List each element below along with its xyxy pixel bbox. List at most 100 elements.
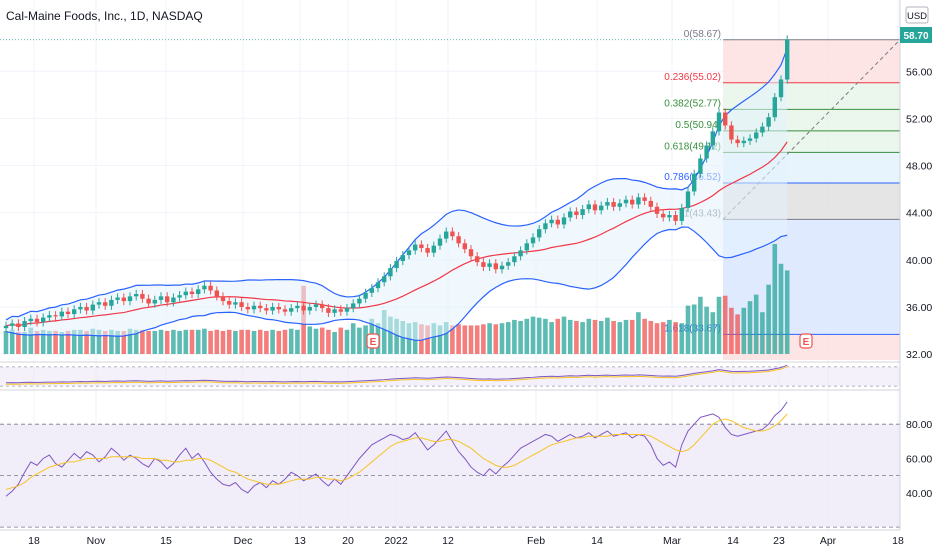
volume-bar xyxy=(518,321,523,354)
candle-body xyxy=(630,199,635,205)
candle-body xyxy=(109,299,114,306)
volume-bar xyxy=(394,318,399,354)
time-tick-label: 2022 xyxy=(384,535,408,547)
price-tick-label: 48.00 xyxy=(906,161,932,173)
volume-bar xyxy=(307,326,313,354)
time-tick-label: Dec xyxy=(234,535,253,547)
volume-bar xyxy=(549,322,554,354)
volume-bar xyxy=(425,325,430,354)
time-tick-label: 15 xyxy=(160,535,172,547)
volume-bar xyxy=(735,314,740,354)
candle-body xyxy=(326,308,331,313)
candle-body xyxy=(778,79,784,98)
volume-bar xyxy=(431,323,437,354)
candle-body xyxy=(121,297,126,302)
price-tick-label: 56.00 xyxy=(906,66,932,78)
time-tick-label: 13 xyxy=(294,535,306,547)
volume-bar xyxy=(660,322,666,354)
candle-body xyxy=(760,126,765,133)
candle-body xyxy=(3,325,9,329)
volume-bar xyxy=(685,305,691,354)
time-tick-label: 23 xyxy=(773,535,785,547)
volume-bar xyxy=(53,330,58,354)
candle-body xyxy=(437,238,443,246)
candle-body xyxy=(189,291,195,294)
price-tick-label: 52.00 xyxy=(906,113,932,125)
candle-body xyxy=(10,323,15,326)
candle-body xyxy=(450,231,455,237)
candle-body xyxy=(735,139,740,144)
volume-bar xyxy=(171,329,176,354)
candle-body xyxy=(524,243,529,251)
candle-body xyxy=(183,291,188,296)
volume-bar xyxy=(784,270,790,354)
time-tick-label: 14 xyxy=(591,535,603,547)
volume-bar xyxy=(90,328,96,354)
volume-bar xyxy=(239,329,244,354)
candle-body xyxy=(208,285,213,291)
volume-bar xyxy=(580,322,585,354)
volume-bar xyxy=(704,306,709,354)
volume-bar xyxy=(388,316,393,354)
candle-body xyxy=(65,311,71,315)
volume-bar xyxy=(710,312,716,354)
volume-bar xyxy=(288,328,294,354)
volume-bar xyxy=(598,321,604,354)
candle-body xyxy=(214,290,219,297)
volume-bar xyxy=(78,329,83,354)
stochastic-rsi-pane xyxy=(0,361,900,528)
candle-body xyxy=(555,219,560,225)
volume-bar xyxy=(22,332,27,354)
candle-body xyxy=(419,244,424,249)
candle-body xyxy=(468,249,474,257)
candle-body xyxy=(506,262,511,266)
candle-body xyxy=(177,295,182,298)
volume-bar xyxy=(326,329,331,354)
time-tick-label: 18 xyxy=(892,535,904,547)
candle-body xyxy=(685,191,691,208)
volume-bar xyxy=(152,330,158,354)
volume-bar xyxy=(189,329,195,354)
candle-body xyxy=(772,97,777,118)
candle-body xyxy=(561,217,567,225)
candle-body xyxy=(16,323,21,327)
candle-body xyxy=(667,215,672,218)
candle-body xyxy=(592,204,598,211)
candle-body xyxy=(388,268,393,277)
volume-bar xyxy=(530,316,536,354)
time-tick-label: Nov xyxy=(87,535,106,547)
volume-bar xyxy=(462,325,468,354)
volume-bar xyxy=(40,329,46,354)
volume-bar xyxy=(319,327,325,354)
volume-bar xyxy=(344,329,350,354)
volume-bar xyxy=(381,310,387,354)
candle-body xyxy=(599,205,604,211)
candle-body xyxy=(53,315,58,317)
candle-body xyxy=(382,276,387,283)
volume-bar xyxy=(592,319,598,354)
candle-body xyxy=(568,211,573,218)
candle-body xyxy=(320,304,325,309)
volume-bar xyxy=(177,330,182,354)
candle-body xyxy=(518,250,523,257)
candle-body xyxy=(47,315,52,318)
candle-body xyxy=(90,304,95,311)
candle-body xyxy=(462,243,467,250)
volume-bar xyxy=(158,329,164,354)
volume-bar xyxy=(357,327,362,354)
price-tick-label: 32.00 xyxy=(906,349,932,361)
volume-bar xyxy=(437,325,443,354)
candle-body xyxy=(400,255,405,261)
candle-body xyxy=(245,306,250,310)
volume-bar xyxy=(512,319,517,354)
candle-body xyxy=(276,306,281,310)
volume-bar xyxy=(691,304,697,354)
candle-body xyxy=(301,305,306,311)
candle-body xyxy=(307,306,312,311)
volume-bar xyxy=(753,294,759,354)
time-tick-label: Feb xyxy=(527,535,545,547)
osc-tick-label: 60.00 xyxy=(906,454,932,466)
candle-body xyxy=(134,294,139,297)
